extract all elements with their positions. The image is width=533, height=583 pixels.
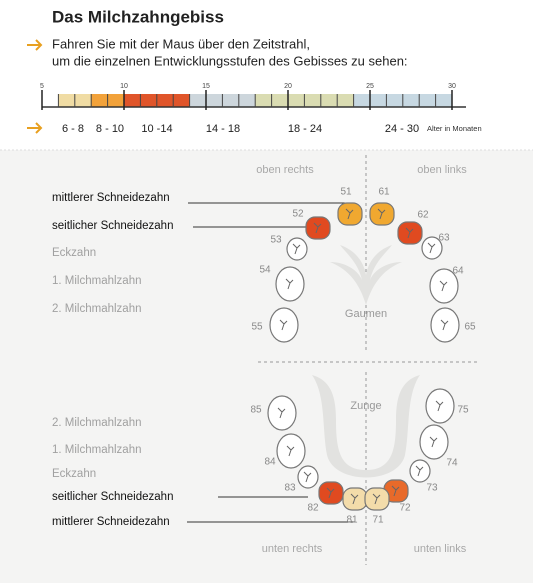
tooth-detail: [279, 319, 288, 331]
tooth-number: 65: [464, 322, 476, 333]
tick-label: 30: [448, 83, 456, 90]
tooth-name: seitlicher Schneidezahn: [52, 491, 173, 503]
tooth-detail: [326, 487, 335, 499]
tooth-number: 75: [457, 405, 469, 416]
age-range[interactable]: 24 - 30: [385, 123, 419, 135]
tooth-name: mittlerer Schneidezahn: [52, 192, 170, 204]
lower-panel: [0, 150, 533, 583]
tooth-name: 2. Milchmahlzahn: [52, 417, 141, 429]
tooth-detail: [285, 278, 294, 290]
tooth-detail: [345, 208, 354, 220]
corner-label: oben rechts: [256, 164, 314, 176]
tooth-detail: [415, 465, 424, 477]
tooth-number: 55: [251, 322, 263, 333]
tooth-detail: [435, 400, 444, 412]
tooth-detail: [440, 319, 449, 331]
tooth-number: 71: [372, 515, 384, 526]
center-label: Gaumen: [345, 308, 387, 320]
tick-label: 5: [40, 83, 44, 90]
tooth-number: 53: [270, 235, 282, 246]
tooth-detail: [303, 471, 312, 483]
tooth-number: 82: [307, 503, 319, 514]
title: Das Milchzahngebiss: [52, 7, 224, 26]
tooth-detail: [391, 485, 400, 497]
tooth-number: 83: [284, 483, 296, 494]
tooth-detail: [377, 208, 386, 220]
instruction: um die einzelnen Entwicklungsstufen des …: [52, 53, 408, 68]
tooth-number: 73: [426, 483, 438, 494]
arrow: [27, 122, 43, 134]
tick-label: 15: [202, 83, 210, 90]
tooth-detail: [277, 407, 286, 419]
age-range[interactable]: 6 - 8: [62, 123, 84, 135]
tick-label: 25: [366, 83, 374, 90]
tooth-detail: [372, 493, 381, 505]
tooth-number: 52: [292, 209, 304, 220]
tooth-name: Eckzahn: [52, 468, 96, 480]
tooth-name: 1. Milchmahlzahn: [52, 444, 141, 456]
tooth-number: 51: [340, 187, 352, 198]
corner-label: oben links: [417, 164, 467, 176]
tooth-number: 84: [264, 457, 276, 468]
arrow: [27, 39, 43, 51]
tooth-detail: [286, 445, 295, 457]
tooth-detail: [292, 243, 301, 255]
instruction: Fahren Sie mit der Maus über den Zeitstr…: [52, 36, 310, 51]
tick-label: 10: [120, 83, 128, 90]
palate-icon: [330, 245, 402, 305]
tooth-name: mittlerer Schneidezahn: [52, 516, 170, 528]
tooth-number: 72: [399, 503, 411, 514]
tooth-number: 63: [438, 233, 450, 244]
tooth-number: 62: [417, 210, 429, 221]
unit-label: Alter in Monaten: [427, 124, 482, 133]
tooth-detail: [429, 436, 438, 448]
tooth-number: 74: [446, 458, 458, 469]
corner-label: unten rechts: [262, 543, 323, 555]
tooth-detail: [439, 280, 448, 292]
tooth-number: 54: [259, 265, 271, 276]
tooth-detail: [427, 242, 436, 254]
tooth-detail: [313, 222, 322, 234]
tooth-detail: [405, 227, 414, 239]
tooth-name: 2. Milchmahlzahn: [52, 303, 141, 315]
tooth-name: 1. Milchmahlzahn: [52, 275, 141, 287]
tooth-name: Eckzahn: [52, 247, 96, 259]
timeline[interactable]: 5 10 15 20 25 30 6 - 8 8 - 10 10 -14 14 - 18 18 - …: [40, 83, 482, 135]
tooth-number: 81: [346, 515, 358, 526]
age-range[interactable]: 14 - 18: [206, 123, 240, 135]
tooth-name: seitlicher Schneidezahn: [52, 220, 173, 232]
center-label: Zunge: [350, 400, 381, 412]
corner-label: unten links: [414, 543, 467, 555]
tongue-icon: [312, 375, 420, 478]
tooth-number: 64: [452, 266, 464, 277]
age-range[interactable]: 10 -14: [141, 123, 172, 135]
tooth-number: 61: [378, 187, 390, 198]
tick-label: 20: [284, 83, 292, 90]
tooth-detail: [350, 493, 359, 505]
age-range[interactable]: 8 - 10: [96, 123, 124, 135]
mouth: oben rechts oben links mittlerer Schneidez…: [52, 164, 476, 555]
tooth-number: 85: [250, 405, 262, 416]
age-range[interactable]: 18 - 24: [288, 123, 322, 135]
